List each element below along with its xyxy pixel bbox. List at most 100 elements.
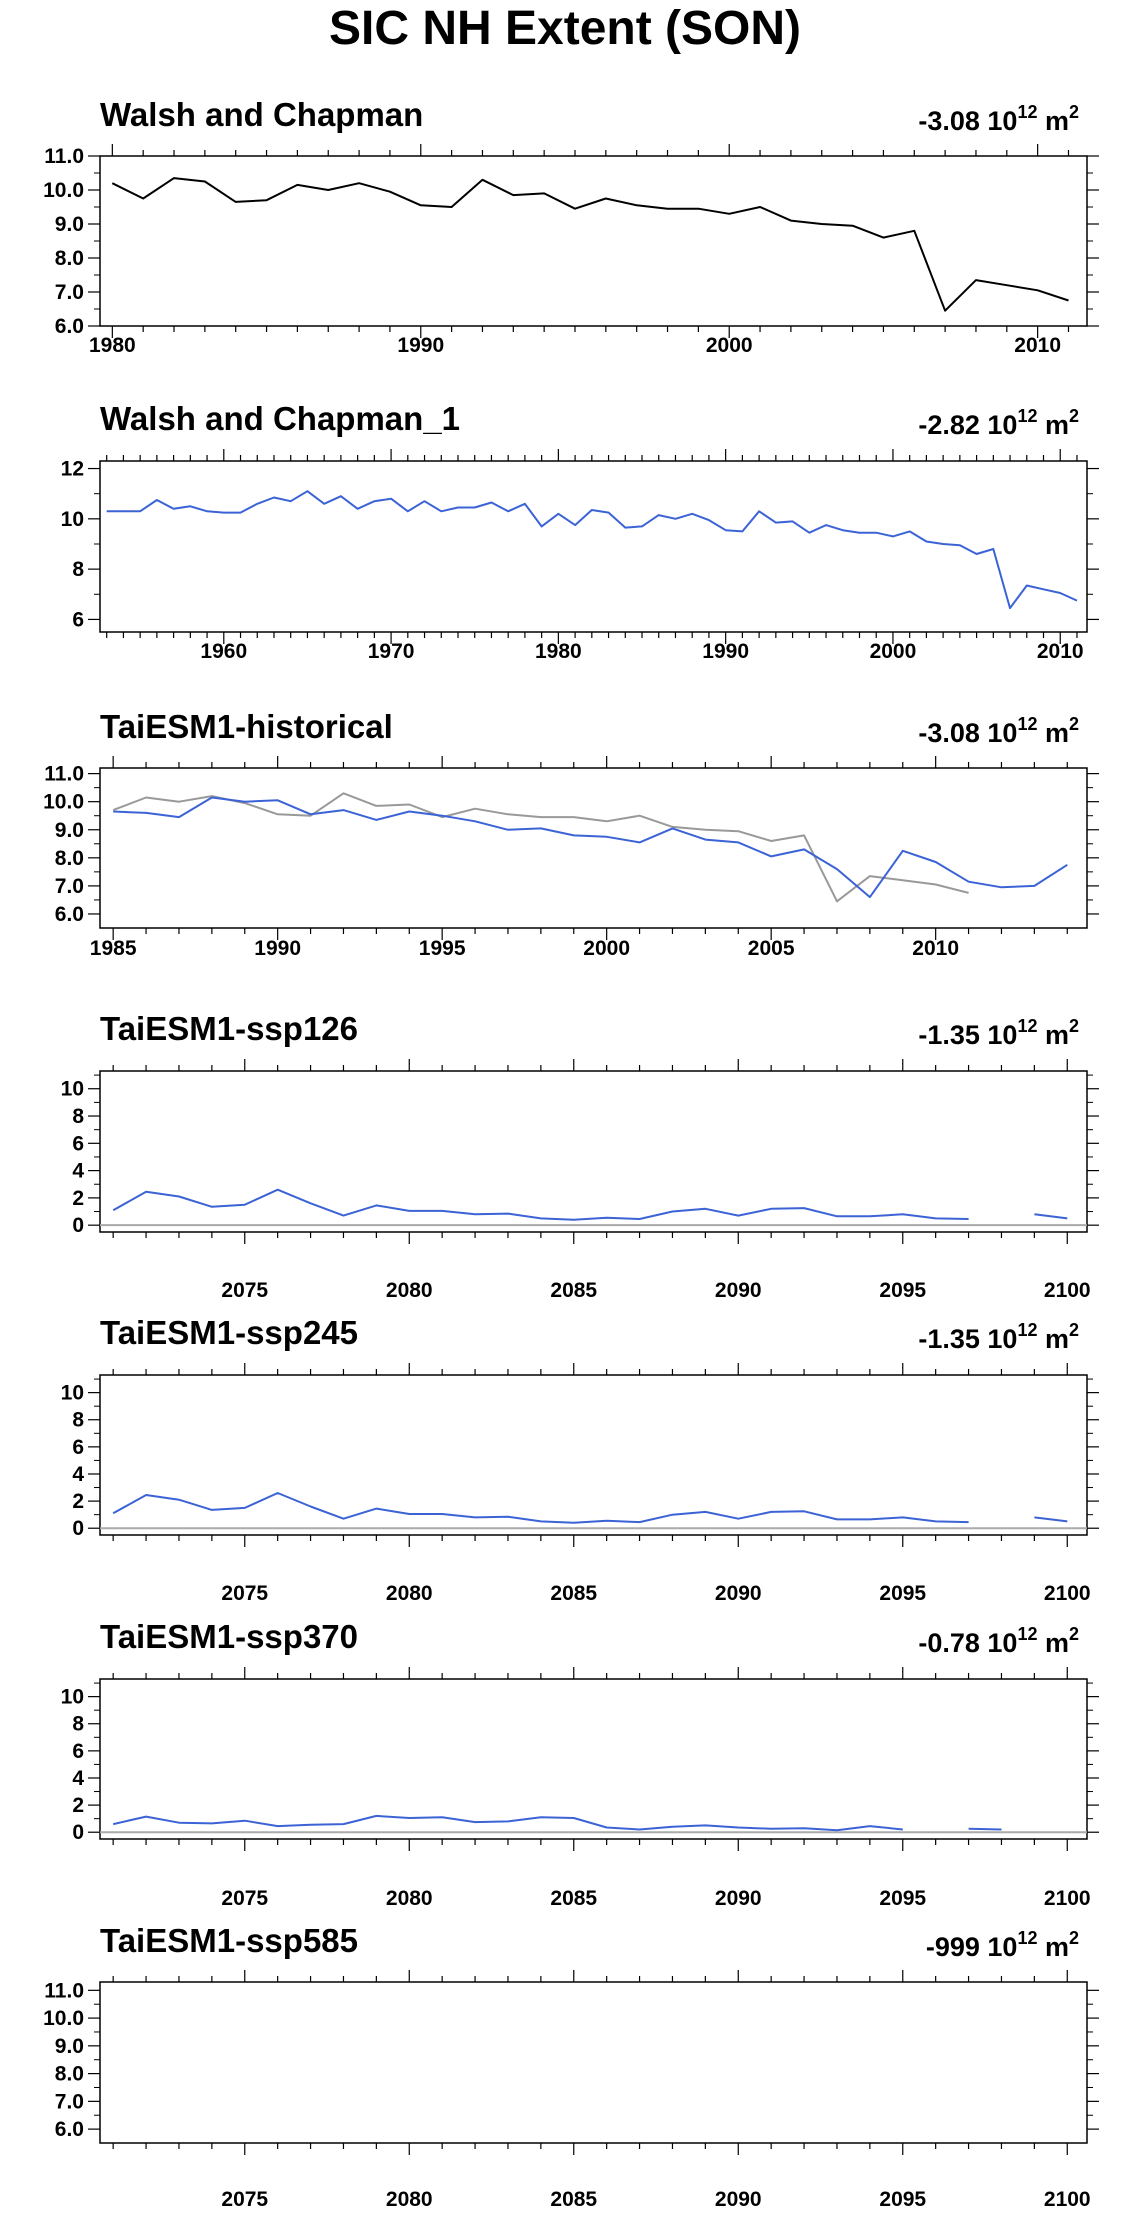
trend-label: -3.08 1012 m2 bbox=[918, 102, 1079, 136]
panel-title: Walsh and Chapman bbox=[100, 96, 423, 133]
y-tick-label: 10 bbox=[61, 508, 84, 531]
y-tick-label: 10.0 bbox=[43, 791, 84, 814]
x-tick-label: 2085 bbox=[550, 1887, 597, 1910]
x-tick-label: 2005 bbox=[748, 937, 795, 960]
x-tick-label: 2085 bbox=[550, 2188, 597, 2211]
y-tick-label: 10 bbox=[61, 1382, 84, 1405]
x-tick-label: 2010 bbox=[912, 937, 959, 960]
y-tick-label: 9.0 bbox=[55, 213, 84, 236]
y-tick-label: 8 bbox=[72, 558, 84, 581]
panel-7: TaiESM1-ssp585 -999 1012 m2 2075 2080 2085 20… bbox=[43, 1922, 1099, 2211]
panel-title: TaiESM1-ssp370 bbox=[100, 1618, 358, 1655]
panel-5: TaiESM1-ssp245 -1.35 1012 m2 2075 2080 2085 2… bbox=[61, 1314, 1099, 1605]
series-line-1 bbox=[1034, 1213, 1068, 1220]
y-tick-label: 8 bbox=[72, 1713, 84, 1736]
x-tick-label: 2075 bbox=[221, 1279, 268, 1302]
x-tick-label: 1985 bbox=[90, 937, 137, 960]
x-tick-label: 2090 bbox=[715, 1887, 762, 1910]
figure-title: SIC NH Extent (SON) bbox=[329, 2, 801, 55]
y-tick-label: 8.0 bbox=[55, 847, 84, 870]
y-tick-label: 0 bbox=[72, 1214, 84, 1237]
y-tick-label: 4 bbox=[72, 1767, 84, 1790]
x-tick-label: 2085 bbox=[550, 1582, 597, 1605]
plot-frame bbox=[99, 460, 1088, 633]
y-tick-label: 11.0 bbox=[44, 763, 84, 786]
y-tick-label: 6 bbox=[72, 1436, 84, 1459]
y-tick-label: 11.0 bbox=[44, 1979, 84, 2002]
panel-title: TaiESM1-ssp126 bbox=[100, 1010, 358, 1047]
y-tick-label: 11.0 bbox=[44, 145, 84, 168]
x-tick-label: 2080 bbox=[386, 1887, 433, 1910]
y-tick-label: 8 bbox=[72, 1105, 84, 1128]
y-tick-label: 10.0 bbox=[43, 2007, 84, 2030]
y-tick-label: 6.0 bbox=[55, 315, 84, 338]
series-line-1 bbox=[112, 1814, 903, 1832]
trend-label: -2.82 1012 m2 bbox=[918, 406, 1079, 440]
y-tick-label: 8.0 bbox=[55, 2063, 84, 2086]
panel-title: TaiESM1-ssp245 bbox=[100, 1314, 358, 1351]
series-line-1 bbox=[112, 792, 969, 903]
x-tick-label: 2080 bbox=[386, 2188, 433, 2211]
trend-label: -999 1012 m2 bbox=[926, 1928, 1079, 1962]
series-line-1 bbox=[968, 1827, 1002, 1831]
x-tick-label: 2100 bbox=[1044, 1887, 1091, 1910]
y-tick-label: 7.0 bbox=[55, 2090, 84, 2113]
y-tick-label: 6 bbox=[72, 608, 84, 631]
panel-2: Walsh and Chapman_1 -2.82 1012 m2 1960 1970… bbox=[61, 400, 1099, 663]
x-tick-label: 2090 bbox=[715, 2188, 762, 2211]
x-tick-label: 2095 bbox=[879, 2188, 926, 2211]
panel-title: TaiESM1-ssp585 bbox=[100, 1922, 358, 1959]
x-tick-label: 2100 bbox=[1044, 1279, 1091, 1302]
x-tick-label: 2000 bbox=[870, 640, 917, 663]
x-tick-label: 2080 bbox=[386, 1279, 433, 1302]
plot-frame bbox=[99, 1678, 1088, 1840]
trend-label: -0.78 1012 m2 bbox=[918, 1624, 1079, 1658]
x-tick-label: 2080 bbox=[386, 1582, 433, 1605]
panel-title: TaiESM1-historical bbox=[100, 708, 393, 745]
plot-frame bbox=[99, 767, 1088, 929]
plot-frame bbox=[99, 1981, 1088, 2144]
panel-6: TaiESM1-ssp370 -0.78 1012 m2 2075 2080 2085 2… bbox=[61, 1618, 1099, 1910]
x-tick-label: 2100 bbox=[1044, 2188, 1091, 2211]
x-tick-label: 2090 bbox=[715, 1279, 762, 1302]
x-tick-label: 1960 bbox=[200, 640, 247, 663]
x-tick-label: 2090 bbox=[715, 1582, 762, 1605]
trend-label: -1.35 1012 m2 bbox=[918, 1320, 1079, 1354]
x-tick-label: 1990 bbox=[254, 937, 301, 960]
y-tick-label: 2 bbox=[72, 1187, 84, 1210]
x-tick-label: 1990 bbox=[397, 334, 444, 357]
trend-label: -1.35 1012 m2 bbox=[918, 1016, 1079, 1050]
panel-title: Walsh and Chapman_1 bbox=[100, 400, 460, 437]
y-tick-label: 6 bbox=[72, 1740, 84, 1763]
y-tick-label: 9.0 bbox=[55, 819, 84, 842]
x-tick-label: 2095 bbox=[879, 1887, 926, 1910]
x-tick-label: 2010 bbox=[1014, 334, 1061, 357]
panel-3: TaiESM1-historical -3.08 1012 m2 1985 1990 1… bbox=[43, 708, 1099, 960]
y-tick-label: 4 bbox=[72, 1463, 84, 1486]
x-tick-label: 2095 bbox=[879, 1582, 926, 1605]
y-tick-label: 4 bbox=[72, 1160, 84, 1183]
x-tick-label: 2085 bbox=[550, 1279, 597, 1302]
y-tick-label: 10 bbox=[61, 1078, 84, 1101]
y-tick-label: 8.0 bbox=[55, 247, 84, 270]
x-tick-label: 2010 bbox=[1037, 640, 1084, 663]
y-tick-label: 6.0 bbox=[55, 2118, 84, 2141]
plot-frame bbox=[99, 1070, 1088, 1233]
x-tick-label: 1970 bbox=[368, 640, 415, 663]
x-tick-label: 1980 bbox=[535, 640, 582, 663]
x-tick-label: 2000 bbox=[583, 937, 630, 960]
series-line-1 bbox=[112, 1188, 969, 1221]
x-tick-label: 2095 bbox=[879, 1279, 926, 1302]
y-tick-label: 9.0 bbox=[55, 2035, 84, 2058]
series-line-1 bbox=[112, 1492, 969, 1524]
plot-frame bbox=[99, 1374, 1088, 1536]
y-tick-label: 0 bbox=[72, 1517, 84, 1540]
series-line-1 bbox=[111, 177, 1069, 312]
x-tick-label: 1980 bbox=[89, 334, 136, 357]
y-tick-label: 2 bbox=[72, 1490, 84, 1513]
y-tick-label: 10 bbox=[61, 1686, 84, 1709]
x-tick-label: 2100 bbox=[1044, 1582, 1091, 1605]
y-tick-label: 0 bbox=[72, 1821, 84, 1844]
y-tick-label: 6 bbox=[72, 1132, 84, 1155]
